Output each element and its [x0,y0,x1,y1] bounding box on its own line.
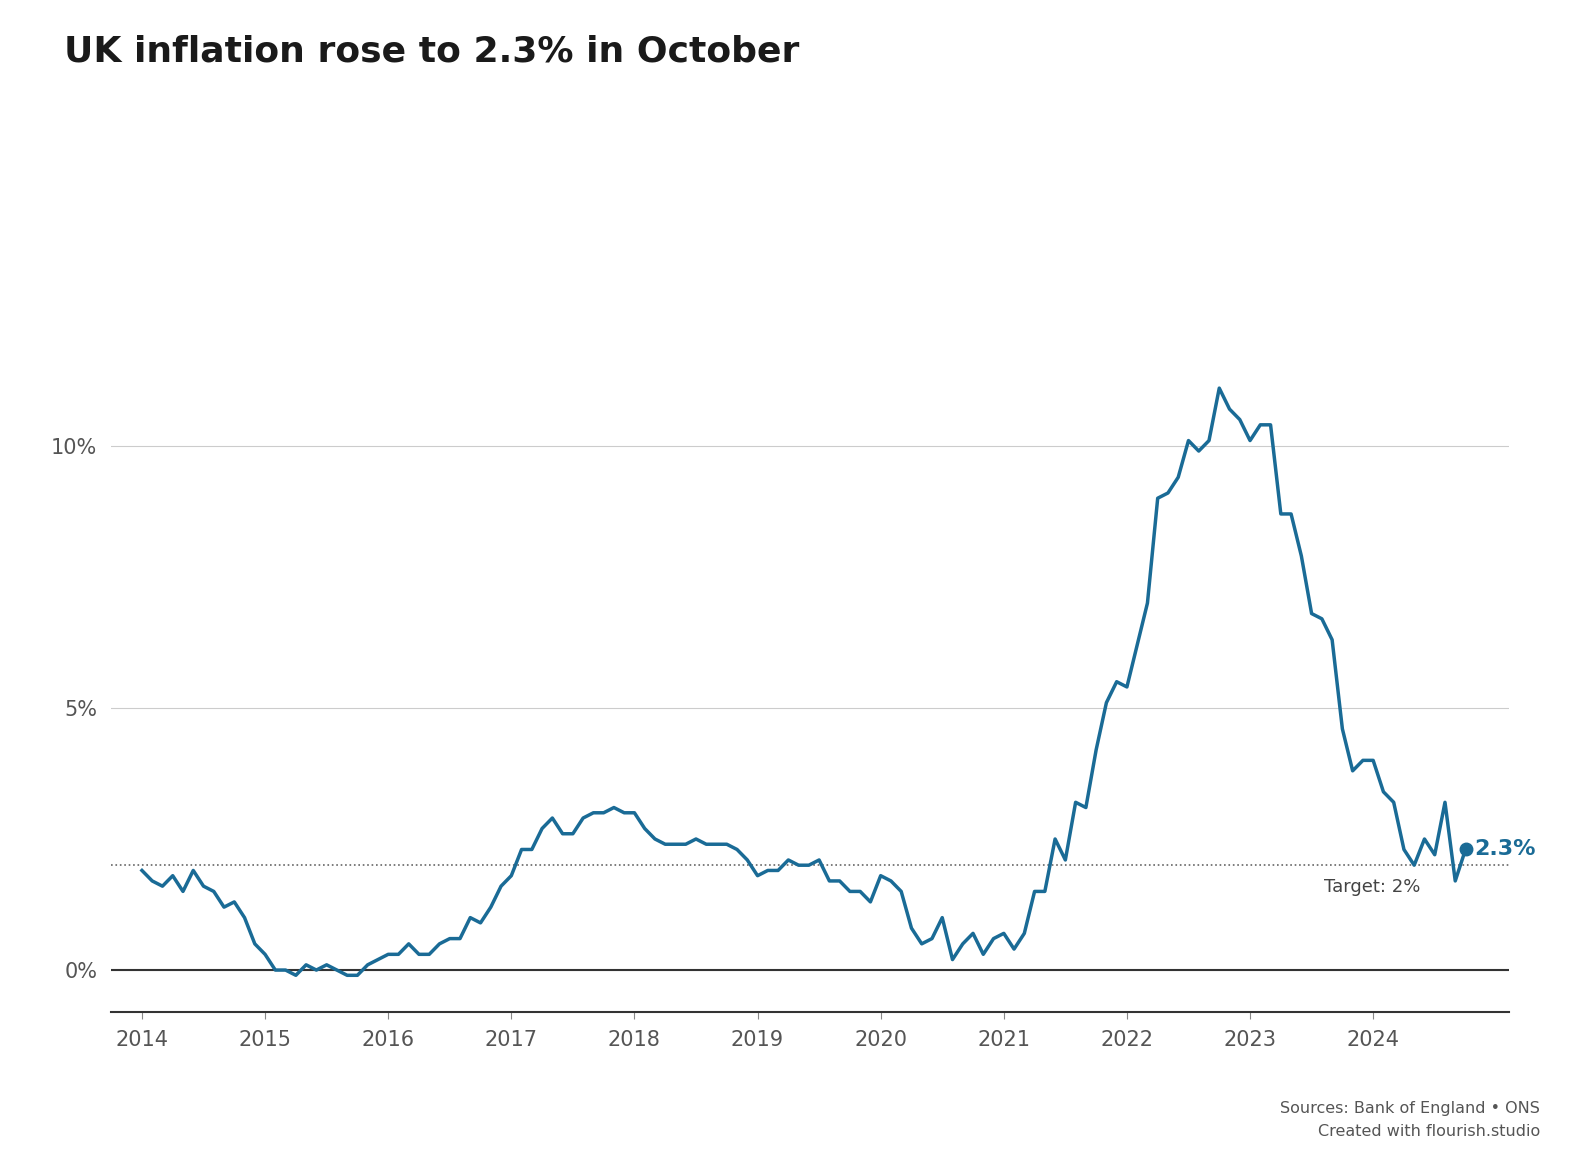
Text: Sources: Bank of England • ONS
Created with flourish.studio: Sources: Bank of England • ONS Created w… [1280,1102,1540,1138]
Text: 2.3%: 2.3% [1474,840,1536,859]
Text: UK inflation rose to 2.3% in October: UK inflation rose to 2.3% in October [64,34,799,69]
Text: Target: 2%: Target: 2% [1324,879,1420,896]
